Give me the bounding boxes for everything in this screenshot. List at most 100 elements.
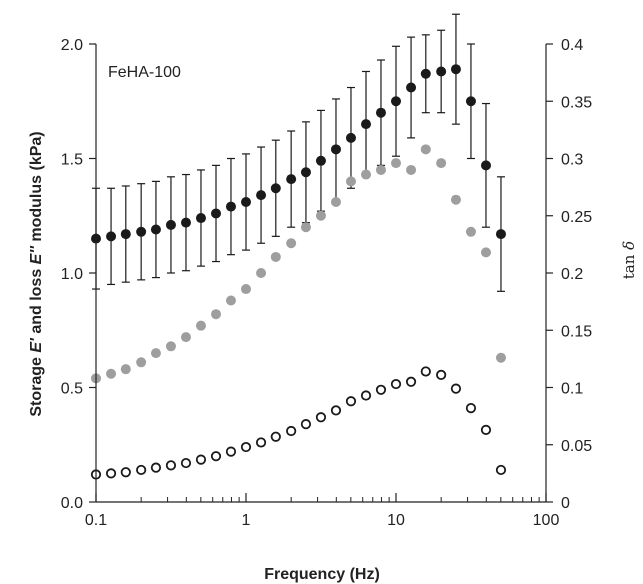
x-tick-label: 100: [533, 512, 560, 529]
y2-tick-label: 0.2: [561, 266, 583, 283]
data-point-s2: [391, 158, 401, 169]
y2-tick-label: 0.05: [561, 438, 592, 455]
data-point-s1: [136, 226, 147, 237]
y-tick-label: 0.5: [61, 381, 83, 398]
data-point-s3: [405, 376, 417, 387]
y2-tick-label: 0.3: [561, 152, 583, 169]
data-point-s1: [225, 201, 236, 212]
data-point-s1: [211, 208, 222, 219]
data-point-s3: [315, 412, 327, 423]
data-point-s2: [361, 169, 372, 180]
data-point-s3: [465, 403, 477, 414]
data-point-s3: [300, 419, 312, 430]
data-point-s1: [406, 82, 417, 93]
data-point-s3: [420, 366, 431, 377]
data-point-s1: [106, 231, 117, 242]
data-point-s3: [330, 405, 342, 416]
data-point-s1: [330, 144, 341, 155]
data-point-s1: [150, 224, 161, 235]
data-point-s2: [270, 251, 281, 262]
y2-tick-label: 0.25: [561, 209, 592, 226]
data-point-s3: [495, 464, 507, 476]
labels-layer: 0.1 1 10 100 0.0 0.5 1.0 1.5 2.0 0 0.05 0.1 0.15 0.2 0…: [61, 37, 592, 529]
y-axis-title-post: modulus (kPa): [28, 131, 45, 246]
data-point-s3: [225, 446, 237, 457]
data-point-s1: [120, 229, 131, 240]
x-tick-label: 0.1: [85, 512, 107, 529]
data-point-s2: [195, 320, 206, 331]
data-point-s2: [420, 144, 431, 155]
y2-axis-title: tan δ: [620, 241, 638, 279]
axes-layer: [89, 43, 553, 503]
data-point-s3: [165, 460, 177, 471]
data-point-s2: [286, 238, 297, 249]
data-point-s1: [375, 107, 386, 118]
data-point-s2: [480, 247, 491, 258]
y2-tick-label: 0.1: [561, 381, 583, 398]
data-point-s2: [225, 295, 236, 306]
data-point-s2: [300, 222, 311, 233]
data-point-s1: [495, 229, 506, 240]
y-axis-title-pre: Storage: [28, 353, 45, 417]
data-point-s3: [120, 467, 131, 478]
data-point-s2: [436, 158, 447, 169]
data-point-s1: [300, 167, 311, 178]
data-point-s1: [256, 190, 267, 201]
y-axis-title-e2: E'': [28, 245, 45, 264]
data-point-s3: [480, 424, 492, 435]
data-point-s1: [195, 213, 206, 224]
error-bars-layer: [92, 13, 505, 292]
data-point-s1: [420, 68, 431, 79]
data-point-s2: [495, 352, 506, 363]
data-point-s3: [450, 383, 462, 394]
markers-layer: [90, 64, 507, 480]
y-tick-label: 1.0: [61, 266, 83, 283]
data-point-s2: [165, 341, 176, 352]
data-point-s3: [255, 437, 267, 448]
data-point-s3: [390, 378, 402, 390]
y2-tick-label: 0.15: [561, 323, 592, 340]
data-point-s2: [375, 164, 386, 175]
y-axis-title-mid: and loss: [28, 264, 45, 338]
data-point-s2: [315, 210, 326, 221]
data-point-s3: [150, 462, 162, 473]
data-point-s2: [241, 284, 251, 295]
data-point-s2: [345, 176, 356, 187]
data-point-s3: [360, 390, 372, 401]
data-point-s1: [391, 96, 401, 107]
y-tick-label: 1.5: [61, 152, 83, 169]
data-point-s3: [240, 441, 252, 453]
data-point-s3: [270, 431, 281, 442]
y2-tick-label: 0.35: [561, 94, 592, 111]
data-point-s3: [105, 468, 117, 479]
data-point-s3: [375, 384, 387, 395]
data-point-s1: [241, 197, 251, 208]
data-point-s3: [195, 454, 207, 465]
data-point-s1: [315, 155, 326, 166]
data-point-s1: [436, 66, 447, 77]
data-point-s2: [450, 194, 461, 205]
data-point-s1: [180, 217, 191, 228]
y-tick-label: 2.0: [61, 37, 83, 54]
y2-tick-label: 0: [561, 495, 570, 512]
data-point-s2: [120, 364, 131, 375]
data-point-s2: [106, 368, 117, 379]
y2-tick-label: 0.4: [561, 37, 583, 54]
y-tick-label: 0.0: [61, 495, 83, 512]
x-axis-title: Frequency (Hz): [264, 566, 380, 583]
data-point-s1: [165, 219, 176, 230]
data-point-s3: [345, 396, 357, 407]
y-axis-title: Storage E' and loss E'' modulus (kPa): [28, 131, 45, 416]
data-point-s1: [270, 183, 281, 194]
data-point-s3: [210, 451, 222, 462]
data-point-s2: [256, 268, 267, 278]
data-point-s1: [361, 119, 372, 130]
data-point-s2: [330, 197, 341, 208]
data-point-s3: [136, 464, 147, 476]
data-point-s3: [286, 425, 297, 437]
data-point-s1: [450, 64, 461, 75]
x-tick-label: 10: [387, 512, 405, 529]
y2-axis-title-pre: tan: [620, 250, 638, 279]
data-point-s2: [136, 357, 147, 368]
